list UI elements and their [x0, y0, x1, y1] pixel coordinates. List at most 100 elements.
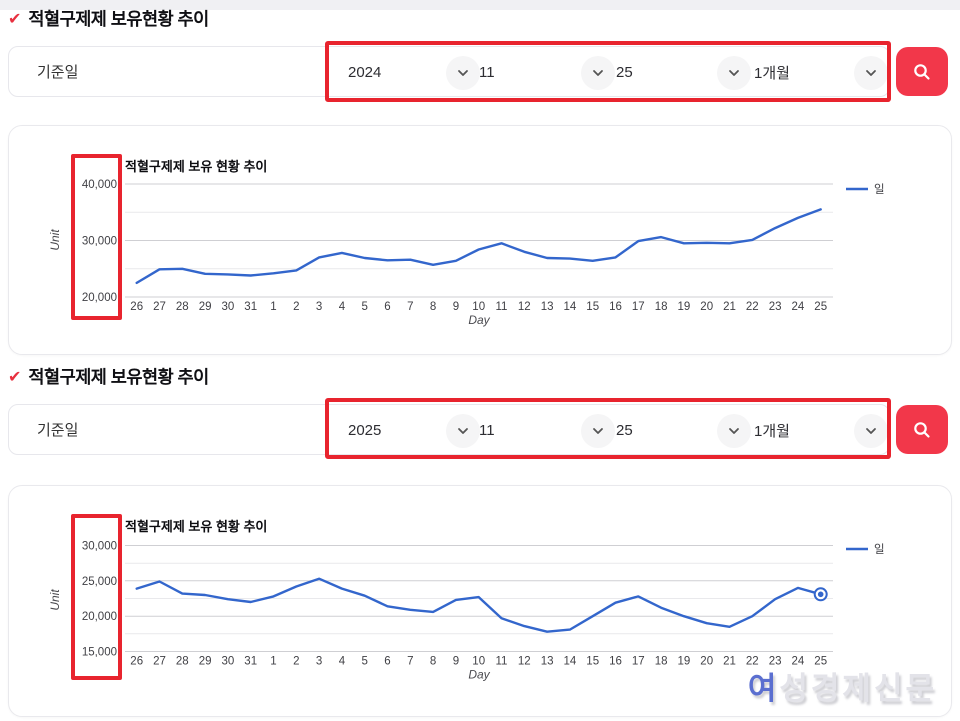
section-2-header: ✔ 적혈구제제 보유현황 추이: [8, 364, 209, 389]
search-icon: [914, 63, 930, 80]
svg-text:24: 24: [792, 656, 805, 668]
section-title: 적혈구제제 보유현황 추이: [28, 9, 209, 29]
svg-text:16: 16: [609, 301, 622, 313]
day-dropdown[interactable]: 25: [606, 55, 751, 90]
filter-label: 기준일: [37, 422, 79, 439]
chart-card: 20,000 30,000 40,000 26 27 28 29 30 31 1 2 3 4 5 6 7 8 9 1…: [8, 125, 952, 355]
svg-text:15,000: 15,000: [82, 647, 117, 659]
svg-text:25,000: 25,000: [82, 576, 117, 588]
svg-text:31: 31: [244, 656, 257, 668]
chart-card: 15,000 20,000 25,000 30,000 26 27 28 29 30 31 1 2 3 4…: [8, 485, 952, 717]
svg-text:17: 17: [632, 656, 645, 668]
svg-text:7: 7: [407, 301, 413, 313]
period-dropdown[interactable]: 1개월: [744, 55, 888, 90]
chevron-down-icon[interactable]: [717, 55, 751, 90]
search-button[interactable]: [896, 405, 948, 454]
svg-text:8: 8: [430, 301, 436, 313]
svg-text:7: 7: [407, 656, 413, 668]
chevron-down-icon[interactable]: [717, 413, 751, 448]
svg-text:10: 10: [472, 656, 485, 668]
svg-text:18: 18: [655, 656, 668, 668]
svg-text:3: 3: [316, 656, 322, 668]
svg-text:12: 12: [518, 301, 531, 313]
filter-bar: 기준일 2024 11 25 1개월: [8, 46, 890, 97]
svg-text:28: 28: [176, 301, 189, 313]
filter-bar: 기준일 2025 11 25 1개월: [8, 404, 890, 455]
svg-text:20,000: 20,000: [82, 611, 117, 623]
svg-text:16: 16: [609, 656, 622, 668]
year-value: 2024: [348, 64, 382, 81]
chevron-down-icon[interactable]: [854, 413, 888, 448]
svg-text:30,000: 30,000: [82, 236, 117, 248]
day-value: 25: [616, 422, 633, 439]
svg-text:1: 1: [270, 656, 276, 668]
svg-text:Unit: Unit: [48, 229, 62, 251]
svg-text:17: 17: [632, 301, 645, 313]
filter-label: 기준일: [37, 64, 79, 81]
svg-text:적혈구제제 보유 현황 추이: 적혈구제제 보유 현황 추이: [125, 519, 267, 534]
chevron-down-icon[interactable]: [581, 55, 615, 90]
svg-text:30,000: 30,000: [82, 541, 117, 553]
svg-text:19: 19: [678, 301, 691, 313]
svg-text:22: 22: [746, 301, 759, 313]
search-icon: [914, 421, 930, 438]
checkmark-icon: ✔: [8, 10, 22, 28]
svg-text:5: 5: [361, 656, 367, 668]
svg-text:적혈구제제 보유 현황 추이: 적혈구제제 보유 현황 추이: [125, 159, 267, 174]
svg-text:9: 9: [453, 301, 459, 313]
svg-text:28: 28: [176, 656, 189, 668]
year-dropdown[interactable]: 2024: [338, 55, 480, 90]
svg-text:31: 31: [244, 301, 257, 313]
svg-text:1: 1: [270, 301, 276, 313]
svg-text:18: 18: [655, 301, 668, 313]
svg-text:10: 10: [472, 301, 485, 313]
svg-text:20: 20: [700, 301, 713, 313]
svg-text:26: 26: [130, 656, 143, 668]
watermark: 여성경제신문: [747, 671, 937, 706]
svg-text:Day: Day: [468, 668, 490, 682]
svg-text:14: 14: [564, 656, 577, 668]
svg-text:22: 22: [746, 656, 759, 668]
year-value: 2025: [348, 422, 382, 439]
svg-text:2: 2: [293, 656, 299, 668]
svg-text:29: 29: [199, 656, 212, 668]
month-value: 11: [479, 422, 495, 439]
svg-text:14: 14: [564, 301, 577, 313]
month-dropdown[interactable]: 11: [469, 413, 615, 448]
svg-text:11: 11: [496, 301, 508, 313]
svg-text:20,000: 20,000: [82, 292, 117, 304]
svg-text:3: 3: [316, 301, 322, 313]
svg-text:25: 25: [814, 656, 827, 668]
svg-text:26: 26: [130, 301, 143, 313]
section-1-header: ✔ 적혈구제제 보유현황 추이: [8, 6, 209, 31]
svg-text:24: 24: [792, 301, 805, 313]
day-value: 25: [616, 64, 633, 81]
year-dropdown[interactable]: 2025: [338, 413, 480, 448]
svg-text:27: 27: [153, 301, 166, 313]
svg-text:20: 20: [700, 656, 713, 668]
day-dropdown[interactable]: 25: [606, 413, 751, 448]
chevron-down-icon[interactable]: [854, 55, 888, 90]
month-dropdown[interactable]: 11: [469, 55, 615, 90]
svg-text:13: 13: [541, 301, 554, 313]
chevron-down-icon[interactable]: [446, 413, 480, 448]
svg-text:Day: Day: [468, 313, 490, 327]
period-dropdown[interactable]: 1개월: [744, 413, 888, 448]
section-title: 적혈구제제 보유현황 추이: [28, 367, 209, 387]
svg-text:40,000: 40,000: [82, 179, 117, 191]
svg-text:4: 4: [339, 656, 346, 668]
period-value: 1개월: [754, 65, 790, 82]
chevron-down-icon[interactable]: [446, 55, 480, 90]
period-value: 1개월: [754, 423, 790, 440]
search-button[interactable]: [896, 47, 948, 96]
chevron-down-icon[interactable]: [581, 413, 615, 448]
month-value: 11: [479, 64, 495, 81]
svg-text:11: 11: [496, 656, 508, 668]
svg-text:2: 2: [293, 301, 299, 313]
svg-text:15: 15: [586, 301, 599, 313]
svg-text:4: 4: [339, 301, 346, 313]
svg-text:15: 15: [586, 656, 599, 668]
svg-text:Unit: Unit: [48, 589, 62, 611]
